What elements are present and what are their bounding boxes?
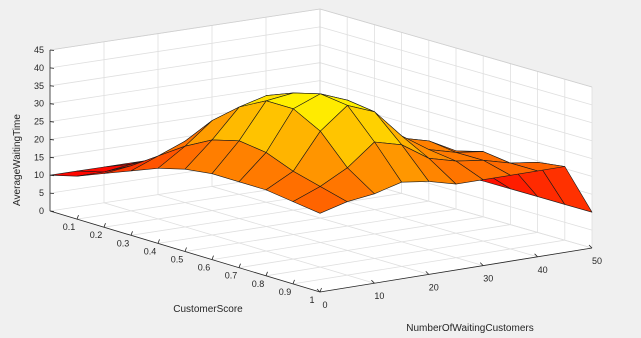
y-tick-label: 50: [592, 256, 602, 266]
x-tick-label: 0.7: [225, 271, 238, 281]
z-tick-label: 30: [34, 99, 44, 109]
x-tick-mark: [103, 223, 106, 228]
z-tick-label: 25: [34, 117, 44, 127]
x-tick-mark: [157, 239, 160, 244]
z-tick-label: 15: [34, 152, 44, 162]
z-tick-mark: [49, 121, 55, 123]
y-grid-line: [211, 25, 484, 266]
y-tick-mark: [588, 244, 593, 249]
x-tick-label: 0.6: [198, 263, 211, 273]
x-tick-mark: [238, 263, 241, 268]
x-tick-mark: [184, 247, 187, 252]
y-tick-labels: 0 10 20 30 40 50: [316, 244, 602, 310]
y-grid-line: [103, 41, 375, 284]
z-tick-mark: [49, 67, 55, 69]
z-tick-label: 35: [34, 81, 44, 91]
z-tick-mark: [49, 139, 55, 141]
z-tick-label: 10: [34, 170, 44, 180]
z-tick-mark: [49, 174, 55, 177]
y-tick-label: 10: [374, 291, 384, 301]
y-tick-mark: [371, 279, 375, 284]
x-axis-title: CustomerScore: [173, 304, 243, 315]
y-tick-mark: [316, 288, 321, 293]
y-tick-label: 40: [538, 265, 548, 275]
x-tick-mark: [76, 214, 79, 220]
x-tick-label: 0.1: [63, 222, 76, 232]
x-tick-mark: [130, 231, 133, 236]
x-tick-label: 0.3: [117, 238, 130, 248]
z-tick-label: 40: [34, 63, 44, 73]
x-tick-label: 0.5: [171, 255, 184, 265]
x-tick-mark: [265, 271, 268, 276]
y-tick-label: 30: [483, 274, 493, 284]
z-tick-mark: [49, 85, 55, 87]
x-tick-label: 1: [309, 295, 314, 305]
x-tick-label: 0.8: [252, 279, 265, 289]
z-tick-label: 45: [34, 45, 44, 55]
z-tick-mark: [49, 103, 55, 105]
z-tick-mark: [49, 49, 55, 51]
y-grid-line: [157, 33, 429, 275]
z-tick-mark: [49, 156, 55, 159]
x-tick-label: 0.9: [279, 287, 292, 297]
z-axis-title: AverageWaitingTime: [12, 114, 23, 206]
x-tick-mark: [319, 287, 322, 293]
surface-mesh: [49, 92, 593, 214]
z-tick-label: 20: [34, 134, 44, 144]
z-tick-labels: 0 5 10 15 20 25 30 35 40 45: [34, 45, 55, 216]
z-tick-mark: [49, 210, 55, 212]
x-tick-label: 0.4: [144, 246, 157, 256]
x-tick-label: 0.2: [90, 230, 103, 240]
y-tick-label: 0: [322, 300, 327, 310]
y-axis-line: [319, 247, 593, 293]
z-tick-mark: [49, 192, 55, 195]
x-tick-mark: [292, 279, 295, 285]
x-tick-labels: 0.1 0.2 0.3 0.4 0.5 0.6 0.7 0.8 0.9 1: [63, 214, 322, 305]
floor-panel: [50, 170, 592, 292]
surface-patch: [292, 186, 348, 214]
z-tick-label: 5: [39, 188, 44, 198]
y-axis-title: NumberOfWaitingCustomers: [406, 323, 533, 334]
y-tick-label: 20: [429, 282, 439, 292]
y-tick-mark: [425, 271, 430, 275]
z-tick-label: 0: [39, 206, 44, 216]
x-tick-mark: [211, 255, 214, 260]
y-tick-mark: [534, 253, 538, 258]
y-tick-mark: [479, 262, 484, 266]
